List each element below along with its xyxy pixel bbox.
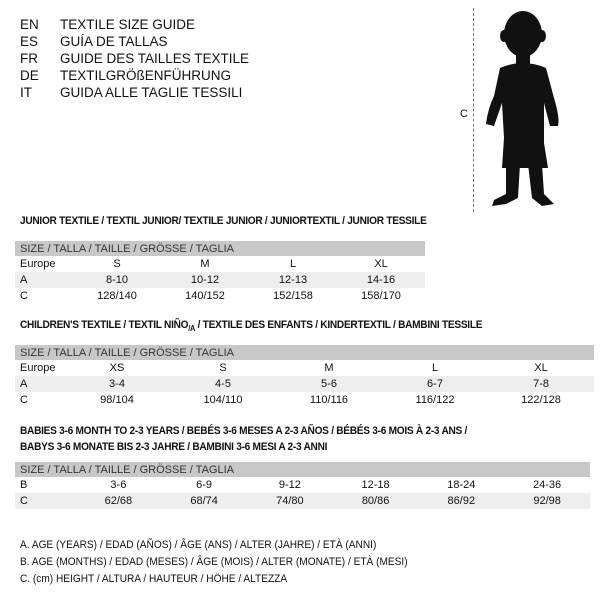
table-cell: 10-12 bbox=[161, 272, 249, 288]
table-cell: 14-16 bbox=[337, 272, 425, 288]
table-cell: 62/68 bbox=[75, 493, 162, 509]
table-cell: 104/110 bbox=[203, 394, 243, 406]
table-row: C 128/140 140/152 152/158 158/170 bbox=[15, 288, 425, 304]
table-cell: 98/104 bbox=[100, 394, 134, 406]
row-label: B bbox=[20, 479, 28, 491]
height-label: C bbox=[460, 108, 468, 120]
babies-title-line2: BABYS 3-6 MONATE BIS 2-3 JAHRE / BAMBINI… bbox=[20, 441, 328, 453]
babies-size-table: SIZE / TALLA / TAILLE / GRÖSSE / TAGLIA B… bbox=[15, 462, 590, 509]
row-label: A bbox=[15, 376, 64, 392]
table-cell: XL bbox=[534, 362, 548, 374]
child-silhouette-icon bbox=[486, 11, 559, 206]
language-code: EN bbox=[20, 17, 39, 32]
row-label: C bbox=[20, 290, 28, 302]
table-cell: 18-24 bbox=[447, 479, 476, 491]
table-cell: XS bbox=[109, 362, 125, 374]
legend-c: C. (cm) HEIGHT / ALTURA / HAUTEUR / HÖHE… bbox=[20, 573, 288, 585]
table-cell: 68/74 bbox=[161, 493, 247, 509]
table-cell: 152/158 bbox=[273, 290, 313, 302]
language-code: DE bbox=[20, 68, 39, 83]
babies-title-line1: BABIES 3-6 MONTH TO 2-3 YEARS / BEBÉS 3-… bbox=[20, 425, 468, 437]
table-cell: M bbox=[200, 258, 210, 270]
table-cell: 80/86 bbox=[332, 493, 419, 509]
language-title: GUIDA ALLE TAGLIE TESSILI bbox=[60, 85, 243, 100]
table-cell: 3-4 bbox=[64, 376, 170, 392]
table-cell: 5-6 bbox=[276, 376, 382, 392]
table-cell: 9-12 bbox=[278, 479, 301, 491]
table-row: Europe S M L XL bbox=[15, 256, 425, 272]
table-cell: S bbox=[219, 362, 227, 374]
table-cell: 122/128 bbox=[521, 394, 561, 406]
table-cell: 7-8 bbox=[488, 376, 595, 392]
language-title: GUIDE DES TAILLES TEXTILE bbox=[60, 51, 250, 66]
junior-size-table: SIZE / TALLA / TAILLE / GRÖSSE / TAGLIA E… bbox=[15, 241, 425, 304]
table-cell: L bbox=[289, 258, 297, 270]
table-cell: 110/116 bbox=[309, 394, 349, 406]
table-row: C 98/104 104/110 110/116 116/122 122/128 bbox=[15, 392, 594, 408]
table-cell: 86/92 bbox=[418, 493, 505, 509]
table-cell: 12-13 bbox=[249, 272, 337, 288]
table-row: A 8-10 10-12 12-13 14-16 bbox=[15, 272, 425, 288]
children-title: CHILDREN'S TEXTILE / TEXTIL NIÑO/A / TEX… bbox=[20, 319, 483, 334]
table-cell: M bbox=[324, 362, 334, 374]
language-code: IT bbox=[20, 85, 32, 100]
table-cell: 6-7 bbox=[382, 376, 488, 392]
table-row: Europe XS S M L XL bbox=[15, 360, 594, 376]
table-cell: 74/80 bbox=[246, 493, 333, 509]
size-header-row: SIZE / TALLA / TAILLE / GRÖSSE / TAGLIA bbox=[15, 462, 590, 477]
table-cell: 140/152 bbox=[185, 290, 225, 302]
row-label: A bbox=[15, 272, 73, 288]
language-code: FR bbox=[20, 51, 38, 66]
language-title: TEXTILGRÖßENFÜHRUNG bbox=[60, 68, 232, 83]
table-row: B 3-6 6-9 9-12 12-18 18-24 24-36 bbox=[15, 477, 590, 493]
table-cell: 158/170 bbox=[361, 290, 401, 302]
language-title: TEXTILE SIZE GUIDE bbox=[60, 17, 196, 32]
table-cell: 12-18 bbox=[361, 479, 390, 491]
row-label: Europe bbox=[20, 258, 56, 270]
size-header: SIZE / TALLA / TAILLE / GRÖSSE / TAGLIA bbox=[15, 462, 590, 477]
table-row: A 3-4 4-5 5-6 6-7 7-8 bbox=[15, 376, 595, 392]
table-row: C 62/68 68/74 74/80 80/86 86/92 92/98 bbox=[15, 493, 590, 509]
table-cell: 116/122 bbox=[415, 394, 455, 406]
table-cell: XL bbox=[374, 258, 388, 270]
language-title: GUÍA DE TALLAS bbox=[60, 34, 168, 49]
table-cell: 6-9 bbox=[196, 479, 213, 491]
table-cell: 8-10 bbox=[73, 272, 161, 288]
row-label: C bbox=[15, 493, 76, 509]
children-size-table: SIZE / TALLA / TAILLE / GRÖSSE / TAGLIA E… bbox=[15, 345, 595, 408]
legend-a: A. AGE (YEARS) / EDAD (AÑOS) / ÂGE (ANS)… bbox=[20, 539, 377, 551]
size-header: SIZE / TALLA / TAILLE / GRÖSSE / TAGLIA bbox=[15, 241, 425, 256]
size-header-row: SIZE / TALLA / TAILLE / GRÖSSE / TAGLIA bbox=[15, 345, 595, 360]
row-label: C bbox=[20, 394, 28, 406]
table-cell: 24-36 bbox=[533, 479, 562, 491]
size-header-row: SIZE / TALLA / TAILLE / GRÖSSE / TAGLIA bbox=[15, 241, 425, 256]
table-cell: S bbox=[113, 258, 121, 270]
row-label: Europe bbox=[20, 362, 56, 374]
junior-title: JUNIOR TEXTILE / TEXTIL JUNIOR/ TEXTILE … bbox=[20, 215, 427, 227]
legend-b: B. AGE (MONTHS) / EDAD (MESES) / ÂGE (MO… bbox=[20, 556, 408, 568]
table-cell: 128/140 bbox=[97, 290, 137, 302]
table-cell: L bbox=[431, 362, 439, 374]
table-cell: 3-6 bbox=[110, 479, 127, 491]
language-code: ES bbox=[20, 34, 39, 49]
table-cell: 92/98 bbox=[504, 493, 590, 509]
size-header: SIZE / TALLA / TAILLE / GRÖSSE / TAGLIA bbox=[15, 345, 595, 360]
height-measure-line bbox=[473, 8, 474, 212]
table-cell: 4-5 bbox=[170, 376, 276, 392]
